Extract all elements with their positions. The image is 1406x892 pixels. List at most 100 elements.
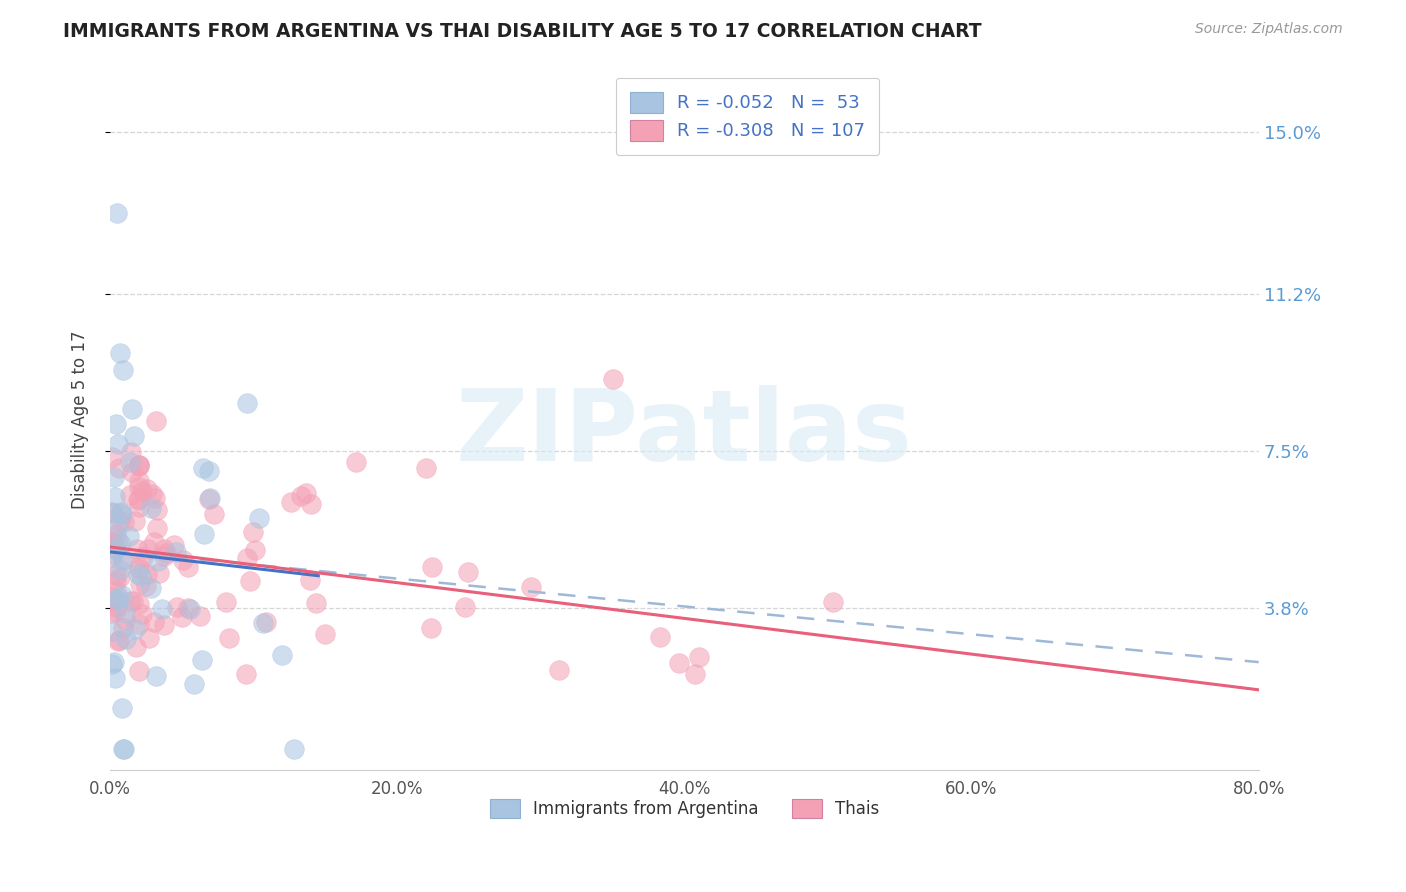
Point xyxy=(111,741,134,756)
Point xyxy=(128,458,150,473)
Point xyxy=(143,491,166,506)
Point xyxy=(295,486,318,500)
Point xyxy=(118,529,141,543)
Point xyxy=(131,569,153,583)
Point xyxy=(135,579,157,593)
Point xyxy=(280,495,302,509)
Point xyxy=(135,567,157,582)
Point xyxy=(146,553,169,567)
Point xyxy=(125,542,148,557)
Point xyxy=(143,615,166,630)
Point xyxy=(177,601,200,615)
Point xyxy=(243,542,266,557)
Point xyxy=(218,631,240,645)
Point xyxy=(114,606,136,620)
Point xyxy=(115,632,138,646)
Point xyxy=(141,501,163,516)
Point xyxy=(290,489,312,503)
Point xyxy=(138,631,160,645)
Point xyxy=(122,593,145,607)
Point xyxy=(236,396,259,410)
Point xyxy=(668,656,690,670)
Point xyxy=(104,491,127,505)
Point xyxy=(100,536,122,550)
Point xyxy=(198,492,221,507)
Point xyxy=(118,455,141,469)
Point xyxy=(103,671,125,685)
Point xyxy=(128,459,150,474)
Point xyxy=(242,525,264,540)
Point xyxy=(688,649,710,664)
Point xyxy=(283,741,305,756)
Point xyxy=(111,508,134,522)
Point xyxy=(111,363,134,377)
Point xyxy=(166,600,188,615)
Point xyxy=(127,567,149,582)
Point xyxy=(111,700,134,714)
Point xyxy=(188,608,211,623)
Point xyxy=(145,669,167,683)
Point xyxy=(602,372,624,386)
Point xyxy=(108,570,131,584)
Point xyxy=(183,677,205,691)
Point xyxy=(100,624,122,638)
Point xyxy=(202,507,225,521)
Point xyxy=(821,595,844,609)
Point xyxy=(153,549,176,564)
Point xyxy=(121,401,143,416)
Point xyxy=(128,480,150,494)
Point xyxy=(107,633,129,648)
Point xyxy=(121,465,143,479)
Point xyxy=(131,607,153,622)
Point xyxy=(165,545,187,559)
Point xyxy=(105,206,128,220)
Point xyxy=(107,591,129,605)
Point xyxy=(547,663,569,677)
Point xyxy=(111,588,134,602)
Point xyxy=(112,515,135,529)
Point xyxy=(314,627,336,641)
Point xyxy=(252,615,274,630)
Point xyxy=(104,417,127,431)
Point xyxy=(132,549,155,564)
Point xyxy=(136,542,159,557)
Point xyxy=(142,535,165,549)
Point xyxy=(163,538,186,552)
Point xyxy=(141,487,163,501)
Point xyxy=(179,602,201,616)
Point xyxy=(454,599,477,614)
Point xyxy=(198,464,221,478)
Point xyxy=(108,346,131,360)
Point xyxy=(110,537,132,551)
Point xyxy=(100,606,122,620)
Point xyxy=(128,491,150,506)
Point xyxy=(105,527,128,541)
Point xyxy=(145,521,167,535)
Point xyxy=(100,549,122,564)
Point xyxy=(193,460,215,475)
Point xyxy=(128,458,150,472)
Point xyxy=(128,560,150,574)
Point xyxy=(170,610,193,624)
Point xyxy=(107,592,129,607)
Point xyxy=(128,617,150,632)
Point xyxy=(103,470,125,484)
Point xyxy=(420,559,443,574)
Point xyxy=(141,581,163,595)
Point xyxy=(145,414,167,428)
Point xyxy=(114,613,136,627)
Point xyxy=(103,655,125,669)
Point xyxy=(100,505,122,519)
Point xyxy=(100,450,122,464)
Point xyxy=(128,500,150,514)
Text: Source: ZipAtlas.com: Source: ZipAtlas.com xyxy=(1195,22,1343,37)
Point xyxy=(104,574,127,588)
Point xyxy=(254,615,277,629)
Point xyxy=(650,630,672,644)
Point xyxy=(153,618,176,632)
Point xyxy=(122,428,145,442)
Point xyxy=(127,492,149,507)
Point xyxy=(298,573,321,587)
Point xyxy=(148,566,170,580)
Point xyxy=(146,503,169,517)
